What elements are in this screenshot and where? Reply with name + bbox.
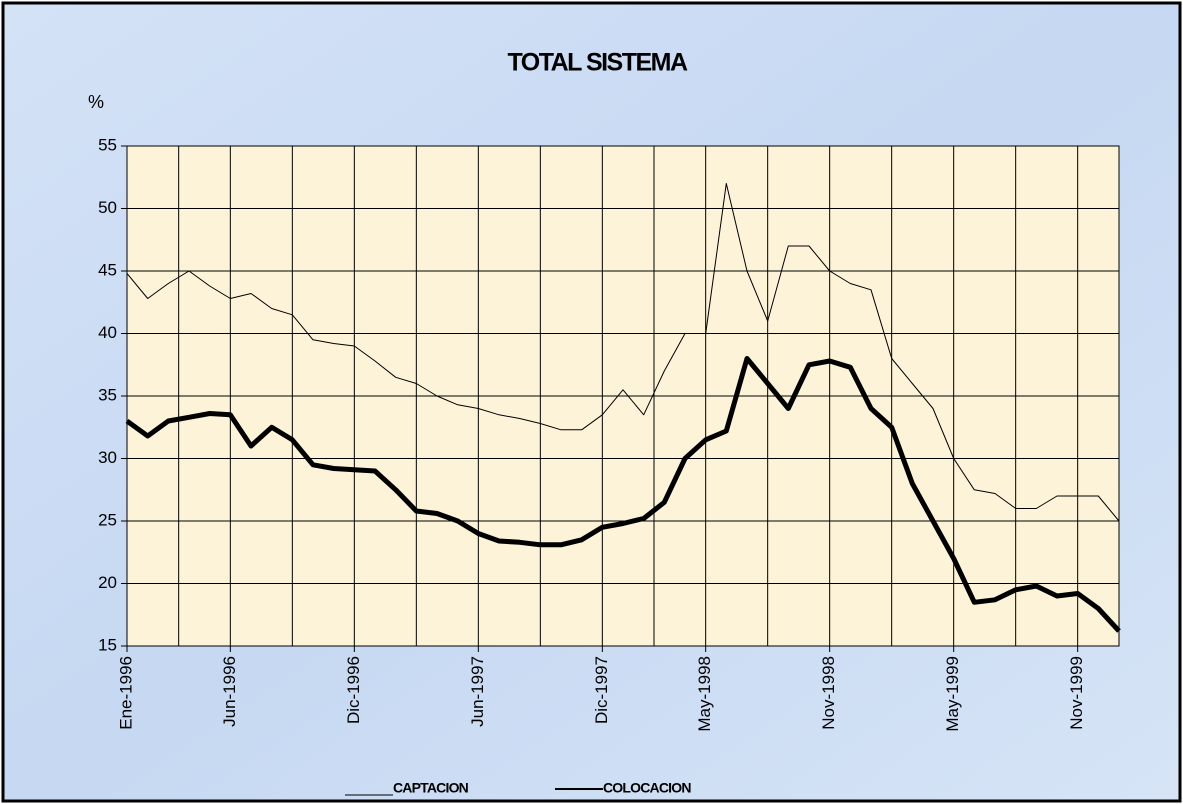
x-tick-label: Ene-1996 bbox=[116, 656, 135, 730]
y-tick-label: 40 bbox=[98, 323, 117, 342]
y-tick-label: 15 bbox=[98, 635, 117, 654]
legend-label: CAPTACION bbox=[393, 780, 469, 796]
x-tick-label: Nov-1999 bbox=[1067, 656, 1086, 730]
x-tick-label: Jun-1996 bbox=[220, 656, 239, 727]
y-tick-label: 45 bbox=[98, 260, 117, 279]
y-axis-label: % bbox=[88, 92, 104, 112]
x-tick-label: Jun-1997 bbox=[468, 656, 487, 727]
legend-label: COLOCACION bbox=[603, 780, 691, 796]
x-tick-label: May-1998 bbox=[695, 656, 714, 732]
y-tick-label: 25 bbox=[98, 510, 117, 529]
x-tick-label: Dic-1996 bbox=[344, 656, 363, 724]
y-tick-label: 20 bbox=[98, 573, 117, 592]
x-tick-label: Nov-1998 bbox=[819, 656, 838, 730]
series-line bbox=[125, 356, 1121, 633]
x-tick-label: May-1999 bbox=[943, 656, 962, 732]
y-tick-label: 30 bbox=[98, 448, 117, 467]
y-tick-label: 50 bbox=[98, 198, 117, 217]
y-tick-label: 35 bbox=[98, 385, 117, 404]
chart-title: TOTAL SISTEMA bbox=[507, 49, 688, 77]
series-line bbox=[126, 183, 1120, 522]
x-tick-label: Dic-1997 bbox=[592, 656, 611, 724]
plot-border bbox=[126, 145, 1120, 647]
y-tick-label: 55 bbox=[98, 135, 117, 154]
